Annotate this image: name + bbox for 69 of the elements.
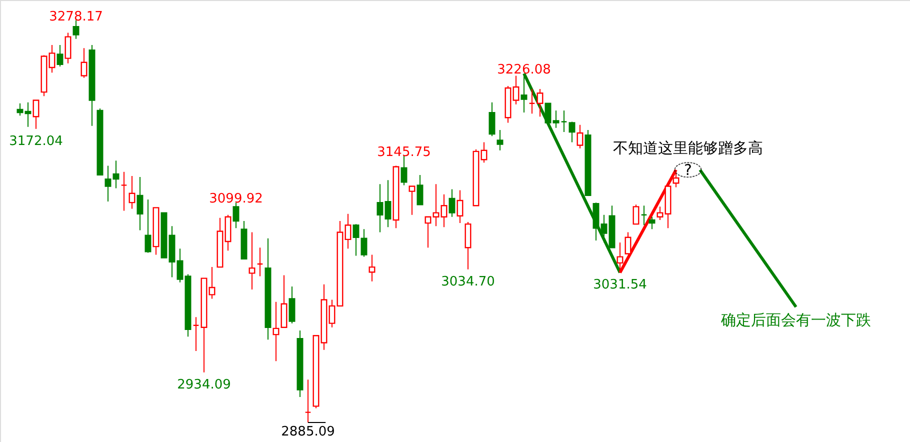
candlestick [272,301,280,362]
candlestick [640,205,648,226]
candlestick [368,254,376,282]
candlestick [280,274,288,328]
candlestick [48,44,56,74]
candlestick [344,213,352,250]
annotation: 3034.70 [441,274,495,290]
candlestick [656,206,664,220]
candlestick [456,190,464,224]
candlestick [464,222,472,270]
annotation: 3031.54 [593,278,647,293]
candlestick [144,199,152,254]
annotation: 3099.92 [209,192,263,207]
candlestick [192,316,200,352]
annotation: 2934.09 [177,377,231,392]
candlestick [176,248,184,283]
candlestick [360,228,368,258]
candlestick [24,102,32,128]
candlestick [32,100,40,130]
annotation: 3172.04 [9,134,63,149]
candlestick [136,176,144,231]
annotation: 确定后面会有一波下跌 [720,310,871,329]
candlestick [440,194,448,228]
candlestick [376,184,384,233]
candlestick [128,175,136,210]
candlestick [632,204,640,225]
candlestick [72,20,80,40]
candlestick [408,186,416,216]
candlestick [104,165,112,202]
candlestick [352,224,360,256]
candlestick [600,214,608,243]
candlestick [288,286,296,324]
candlestick [416,174,424,206]
candlestick [528,88,536,114]
annotation: 3226.08 [497,62,551,78]
candlestick [120,171,128,212]
candlestick [560,110,568,132]
candlestick [328,299,336,328]
annotation: 不知道这里能够蹭多高 [613,138,763,157]
candlestick [304,379,312,423]
candlestick [552,110,560,128]
candlestick [536,88,544,118]
candlestick [384,180,392,228]
candlestick [480,142,488,164]
candlestick [248,232,256,290]
candlestick [568,121,576,143]
candlestick [208,266,216,300]
candlestick [624,232,632,254]
annotation: 2885.09 [281,424,335,440]
candlestick [448,188,456,218]
annotation: ? [684,160,692,179]
candlestick [256,247,264,277]
candlestick [512,75,520,105]
candlestick [16,102,24,116]
candlestick [424,216,432,248]
candlestick [56,44,64,68]
candlestick [488,102,496,137]
candlestick [112,160,120,189]
annotation: 3278.17 [49,9,103,24]
candlestick [496,129,504,151]
candlestick [648,216,656,230]
annotation: 3145.75 [377,144,431,160]
candlestick [544,102,552,126]
candlestick [80,48,88,78]
candlestick [64,32,72,64]
candlestick [576,124,584,149]
candlestick [400,155,408,186]
candlestick [232,202,240,229]
candlestick [432,184,440,227]
